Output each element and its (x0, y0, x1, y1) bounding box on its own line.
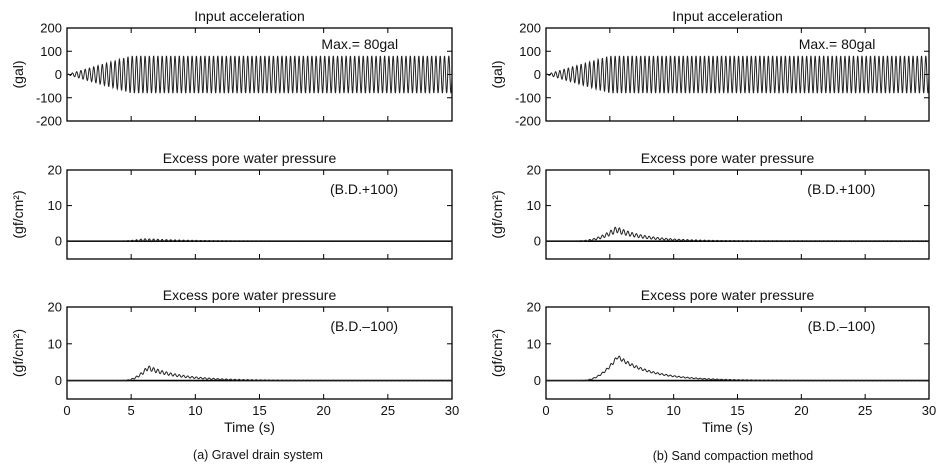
panel-title: Input acceleration (194, 8, 305, 24)
y-tick-label: 10 (48, 336, 62, 351)
panel-title: Excess pore water pressure (163, 287, 337, 303)
y-tick-label: 20 (48, 300, 62, 315)
x-tick-label: 5 (606, 403, 613, 418)
y-tick-label: -200 (515, 114, 541, 129)
x-tick-label: 25 (381, 403, 395, 418)
x-tick-label: 20 (794, 403, 808, 418)
series-line (66, 238, 453, 243)
y-tick-label: 10 (527, 198, 541, 213)
y-tick-label: 0 (534, 67, 541, 82)
y-axis-label: (gf/cm²) (489, 329, 505, 377)
x-tick-label: 25 (858, 403, 872, 418)
panel-annotation: (B.D.–100) (330, 318, 398, 334)
x-tick-label: 20 (316, 403, 330, 418)
y-tick-label: -100 (515, 90, 541, 105)
y-axis-label: (gf/cm²) (489, 190, 505, 238)
panel-title: Excess pore water pressure (641, 150, 815, 166)
y-tick-label: -200 (36, 114, 62, 129)
x-axis-label: Time (s) (224, 419, 275, 435)
panel-title: Excess pore water pressure (641, 287, 815, 303)
x-tick-label: 10 (666, 403, 680, 418)
y-tick-label: -100 (36, 90, 62, 105)
y-tick-label: 0 (534, 234, 541, 249)
y-tick-label: 20 (527, 163, 541, 178)
y-tick-label: 0 (55, 67, 62, 82)
panel-b-1: Input acceleration 200 100 0 -100 -200 (gal) Ma… (489, 8, 930, 129)
y-tick-label: 0 (55, 234, 62, 249)
x-tick-label: 30 (922, 403, 936, 418)
y-tick-label: 0 (534, 373, 541, 388)
caption-b: (b) Sand compaction method (653, 449, 814, 463)
panel-b-2: Excess pore water pressure 20 10 0 (gf/cm²) (… (489, 150, 930, 260)
series-line (545, 55, 930, 94)
y-tick-label: 200 (40, 21, 62, 36)
y-axis-label: (gal) (10, 60, 26, 88)
panel-annotation: (B.D.+100) (807, 181, 875, 197)
y-axis-label: (gal) (489, 60, 505, 88)
panel-annotation: Max.= 80gal (799, 36, 876, 52)
x-tick-label: 0 (542, 403, 549, 418)
panel-a-3: Excess pore water pressure 20 10 00 5 10 15 20 2… (10, 287, 459, 435)
y-tick-label: 10 (527, 336, 541, 351)
series-line (545, 355, 930, 382)
panel-annotation: (B.D.+100) (330, 181, 398, 197)
y-tick-label: 0 (55, 373, 62, 388)
x-tick-label: 30 (445, 403, 459, 418)
panel-a-1: Input acceleration 200 100 0 -100 -200 (gal) Ma… (10, 8, 453, 129)
y-tick-label: 10 (48, 198, 62, 213)
y-tick-label: 20 (48, 163, 62, 178)
panel-a-2: Excess pore water pressure 20 10 0 (gf/cm²) (… (10, 150, 453, 260)
y-axis-label: (gf/cm²) (10, 190, 26, 238)
x-axis-label: Time (s) (702, 419, 753, 435)
panel-title: Input acceleration (672, 8, 783, 24)
y-axis-label: (gf/cm²) (10, 329, 26, 377)
caption-a: (a) Gravel drain system (193, 448, 323, 462)
panel-annotation: Max.= 80gal (321, 36, 398, 52)
x-tick-label: 10 (188, 403, 202, 418)
x-tick-label: 15 (730, 403, 744, 418)
series-line (66, 55, 453, 94)
y-tick-label: 200 (519, 21, 541, 36)
series-line (66, 365, 453, 382)
y-tick-label: 100 (519, 44, 541, 59)
x-tick-label: 15 (252, 403, 266, 418)
x-tick-label: 0 (63, 403, 70, 418)
y-tick-label: 20 (527, 300, 541, 315)
panel-b-3: Excess pore water pressure 20 10 00 5 10 15 20 2… (489, 287, 936, 435)
panel-annotation: (B.D.–100) (808, 318, 876, 334)
series-line (545, 226, 930, 243)
y-tick-label: 100 (40, 44, 62, 59)
panel-title: Excess pore water pressure (163, 150, 337, 166)
x-tick-label: 5 (128, 403, 135, 418)
